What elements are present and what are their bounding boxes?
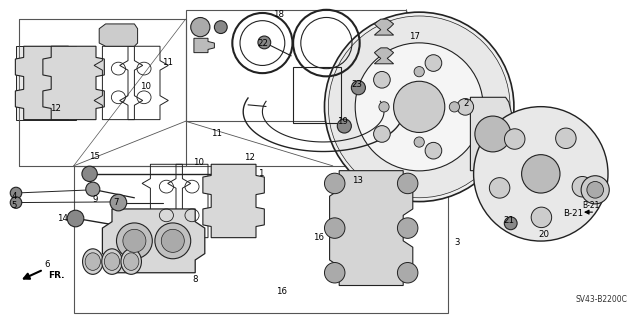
Circle shape (425, 55, 442, 71)
Circle shape (82, 166, 97, 182)
Bar (293, 67, 341, 123)
Ellipse shape (104, 253, 120, 270)
Circle shape (337, 119, 351, 133)
Text: 4: 4 (12, 192, 17, 201)
Ellipse shape (102, 249, 122, 274)
Text: 14: 14 (57, 214, 68, 223)
Circle shape (394, 81, 445, 132)
Circle shape (123, 229, 146, 252)
Circle shape (572, 176, 593, 197)
Text: 15: 15 (89, 152, 100, 161)
Text: 5: 5 (12, 201, 17, 210)
Circle shape (355, 43, 483, 171)
Text: 12: 12 (244, 153, 255, 162)
Circle shape (490, 178, 510, 198)
Text: 6: 6 (44, 260, 49, 269)
Text: 9: 9 (92, 195, 97, 204)
Circle shape (374, 126, 390, 142)
Circle shape (324, 12, 514, 202)
Circle shape (155, 223, 191, 259)
Ellipse shape (121, 249, 141, 274)
Polygon shape (15, 46, 77, 120)
Circle shape (397, 263, 418, 283)
Text: 17: 17 (409, 32, 420, 41)
Text: 11: 11 (211, 130, 222, 138)
Circle shape (522, 155, 560, 193)
Text: FR.: FR. (48, 271, 65, 280)
Circle shape (110, 194, 127, 211)
Circle shape (414, 67, 424, 77)
Circle shape (474, 107, 608, 241)
Circle shape (161, 229, 184, 252)
Text: 20: 20 (538, 230, 550, 239)
Circle shape (531, 207, 552, 228)
Polygon shape (374, 19, 394, 35)
Text: B-21: B-21 (563, 209, 583, 218)
Circle shape (587, 182, 604, 198)
Circle shape (86, 182, 100, 196)
Circle shape (324, 218, 345, 238)
Circle shape (397, 173, 418, 194)
Ellipse shape (85, 253, 100, 270)
Polygon shape (16, 46, 76, 120)
Circle shape (556, 128, 576, 149)
Polygon shape (102, 209, 205, 273)
Text: 22: 22 (257, 39, 268, 48)
Text: 8: 8 (193, 275, 198, 284)
Polygon shape (470, 97, 520, 171)
Polygon shape (330, 171, 413, 286)
Text: 10: 10 (193, 158, 204, 167)
Text: 21: 21 (503, 216, 515, 225)
Text: 18: 18 (273, 10, 284, 19)
Circle shape (324, 173, 345, 194)
Text: 1: 1 (259, 169, 264, 178)
Text: 13: 13 (351, 176, 363, 185)
Text: 3: 3 (455, 238, 460, 247)
Polygon shape (194, 38, 214, 53)
Text: 2: 2 (463, 99, 468, 108)
Circle shape (504, 217, 517, 230)
Circle shape (116, 223, 152, 259)
Text: 16: 16 (312, 233, 324, 242)
Polygon shape (99, 24, 138, 46)
Ellipse shape (83, 249, 103, 274)
Circle shape (374, 71, 390, 88)
Circle shape (10, 197, 22, 208)
Circle shape (397, 218, 418, 238)
Circle shape (379, 102, 389, 112)
Circle shape (425, 142, 442, 159)
Circle shape (67, 210, 84, 227)
Text: SV43-B2200C: SV43-B2200C (575, 295, 627, 304)
Circle shape (328, 16, 510, 198)
Text: 12: 12 (49, 104, 61, 113)
Circle shape (258, 36, 271, 49)
Text: 7: 7 (114, 198, 119, 207)
Text: 16: 16 (276, 287, 287, 296)
Text: B-21: B-21 (582, 201, 600, 210)
Polygon shape (43, 46, 104, 120)
Circle shape (449, 102, 460, 112)
Text: 23: 23 (351, 80, 363, 89)
Circle shape (414, 137, 424, 147)
Polygon shape (374, 48, 394, 64)
Text: 19: 19 (337, 117, 348, 126)
Circle shape (351, 81, 365, 95)
Circle shape (475, 116, 511, 152)
Circle shape (457, 99, 474, 115)
Text: 10: 10 (140, 82, 152, 91)
Circle shape (581, 176, 609, 204)
Ellipse shape (124, 253, 139, 270)
Circle shape (191, 18, 210, 37)
Polygon shape (203, 164, 264, 238)
Circle shape (324, 263, 345, 283)
Circle shape (10, 187, 22, 199)
Text: 11: 11 (162, 58, 173, 67)
Circle shape (214, 21, 227, 33)
Circle shape (504, 129, 525, 149)
